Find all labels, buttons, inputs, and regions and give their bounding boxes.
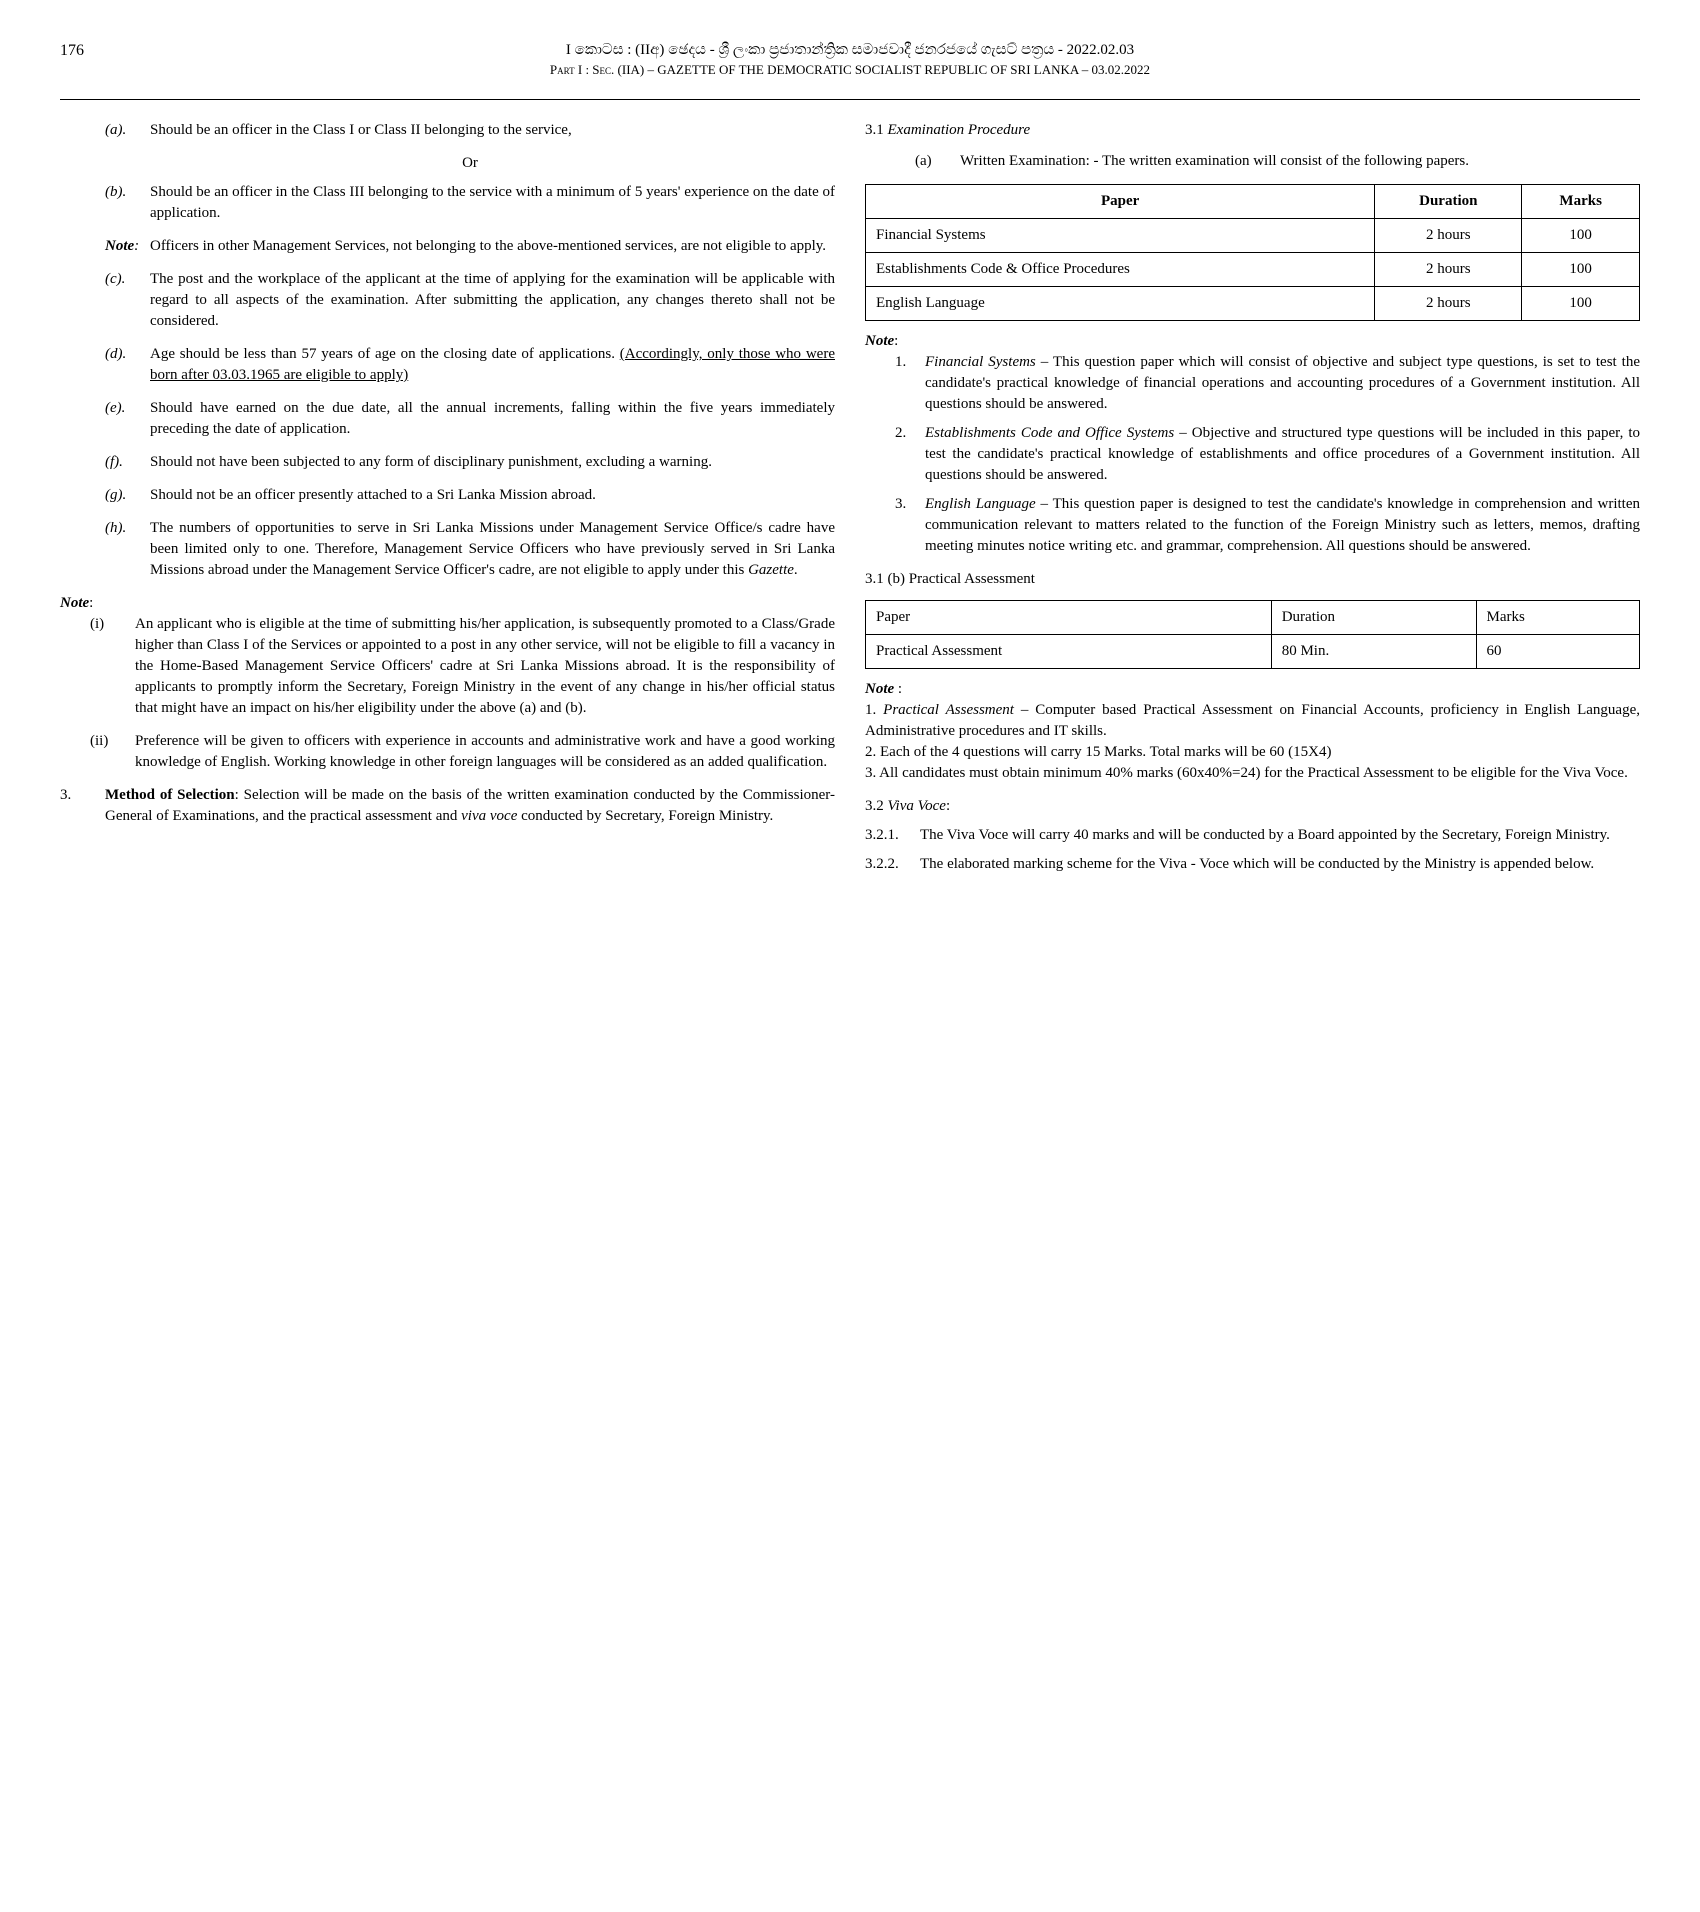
header-english: Part I : Sec. (IIA) – GAZETTE OF THE DEM… (60, 61, 1640, 79)
note-section: Note: (60, 593, 835, 614)
item-c: (c). The post and the workplace of the a… (105, 269, 835, 332)
pa-note-3: 3. All candidates must obtain minimum 40… (865, 763, 1640, 784)
item-d: (d). Age should be less than 57 years of… (105, 344, 835, 386)
practical-note: Note : (865, 679, 1640, 700)
table-row: English Language 2 hours 100 (866, 287, 1640, 321)
header-divider (60, 99, 1640, 100)
exam-a: (a) Written Examination: - The written e… (915, 151, 1640, 172)
table-row: Financial Systems 2 hours 100 (866, 219, 1640, 253)
page-header: 176 I කොටස : (IIඅ) ඡෙදය - ශ්‍රී ලංකා ප්‍… (60, 40, 1640, 79)
pa-note-1: 1. Practical Assessment – Computer based… (865, 700, 1640, 742)
note-item-2: 2. Establishments Code and Office System… (895, 423, 1640, 486)
item-b: (b). Should be an officer in the Class I… (105, 182, 835, 224)
left-column: (a). Should be an officer in the Class I… (60, 120, 835, 883)
section-3: 3. Method of Selection: Selection will b… (60, 785, 835, 827)
content-columns: (a). Should be an officer in the Class I… (60, 120, 1640, 883)
section-3-1: 3.1 Examination Procedure (865, 120, 1640, 141)
header-sinhala: I කොටස : (IIඅ) ඡෙදය - ශ්‍රී ලංකා ප්‍රජාත… (60, 40, 1640, 61)
table-row: Paper Duration Marks (866, 601, 1640, 635)
table-row: Practical Assessment 80 Min. 60 (866, 635, 1640, 669)
table-header-row: Paper Duration Marks (866, 185, 1640, 219)
exam-papers-table: Paper Duration Marks Financial Systems 2… (865, 184, 1640, 321)
table-row: Establishments Code & Office Procedures … (866, 253, 1640, 287)
item-e: (e). Should have earned on the due date,… (105, 398, 835, 440)
item-g: (g). Should not be an officer presently … (105, 485, 835, 506)
note-item-1: 1. Financial Systems – This question pap… (895, 352, 1640, 415)
note-ii: (ii) Preference will be given to officer… (90, 731, 835, 773)
page-number: 176 (60, 40, 84, 62)
viva-3-2-2: 3.2.2. The elaborated marking scheme for… (865, 854, 1640, 875)
exam-note: Note: (865, 331, 1640, 352)
item-h: (h). The numbers of opportunities to ser… (105, 518, 835, 581)
note-1: Note: Officers in other Management Servi… (105, 236, 835, 257)
or-separator: Or (105, 153, 835, 174)
viva-3-2-1: 3.2.1. The Viva Voce will carry 40 marks… (865, 825, 1640, 846)
practical-table: Paper Duration Marks Practical Assessmen… (865, 600, 1640, 669)
note-item-3: 3. English Language – This question pape… (895, 494, 1640, 557)
pa-note-2: 2. Each of the 4 questions will carry 15… (865, 742, 1640, 763)
item-f: (f). Should not have been subjected to a… (105, 452, 835, 473)
section-3-2: 3.2 Viva Voce: (865, 796, 1640, 817)
section-3-1-b: 3.1 (b) Practical Assessment (865, 569, 1640, 590)
col-marks: Marks (1522, 185, 1640, 219)
right-column: 3.1 Examination Procedure (a) Written Ex… (865, 120, 1640, 883)
item-a: (a). Should be an officer in the Class I… (105, 120, 835, 141)
col-paper: Paper (866, 185, 1375, 219)
col-duration: Duration (1375, 185, 1522, 219)
note-i: (i) An applicant who is eligible at the … (90, 614, 835, 719)
